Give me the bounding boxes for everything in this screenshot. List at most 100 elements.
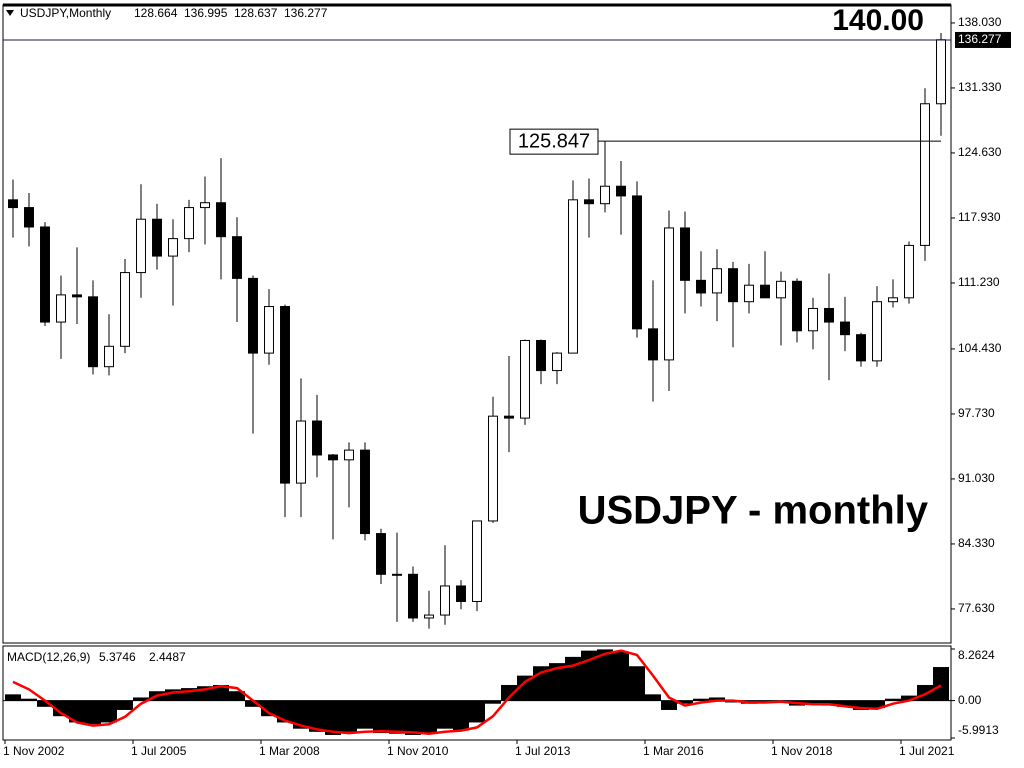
candle-body	[328, 454, 338, 461]
macd-bar	[853, 700, 869, 710]
y-tick-label: 131.330	[958, 80, 1002, 94]
price-tag	[955, 31, 1011, 48]
macd-y-tick-label: -5.9913	[958, 723, 999, 737]
candle-body	[200, 202, 210, 209]
candle-body	[696, 279, 706, 294]
macd-bar	[69, 700, 85, 723]
macd-bar	[37, 700, 53, 707]
candle-body	[920, 103, 930, 246]
x-tick-label: 1 Mar 2016	[643, 744, 704, 758]
macd-bar	[517, 675, 533, 701]
candle-body	[408, 573, 418, 619]
peak-label: 125.847	[518, 130, 590, 152]
candle-body	[216, 202, 226, 238]
macd-bar	[581, 650, 597, 701]
x-tick-label: 1 Jul 2013	[515, 744, 571, 758]
macd-bar	[613, 651, 629, 701]
candle-body	[664, 227, 674, 361]
candle-body	[264, 306, 274, 354]
macd-bar	[805, 700, 821, 705]
macd-bar	[453, 700, 469, 731]
macd-bar	[485, 700, 501, 704]
candle-body	[520, 339, 530, 419]
watermark: USDJPY - monthly	[578, 489, 929, 533]
macd-bar	[165, 689, 181, 701]
level-label: 140.00	[832, 4, 924, 37]
macd-y-tick-label: 0.00	[958, 693, 982, 707]
x-tick-label: 1 Nov 2018	[771, 744, 833, 758]
macd-bar	[293, 700, 309, 729]
quote-low: 128.637	[234, 6, 278, 20]
candle-body	[296, 420, 306, 484]
candle-body	[728, 268, 738, 303]
peak-box	[509, 128, 599, 155]
candle-body	[280, 306, 290, 484]
macd-bar	[661, 700, 677, 710]
y-tick-label: 117.930	[958, 210, 1001, 224]
candle-body	[40, 226, 50, 323]
macd-bar	[405, 700, 421, 735]
candle-body	[648, 328, 658, 361]
candle-body	[424, 614, 434, 619]
y-tick-label: 124.630	[958, 145, 1002, 159]
macd-bar	[261, 700, 277, 717]
candle-body	[312, 420, 322, 456]
candle-body	[776, 280, 786, 299]
candle-body	[632, 195, 642, 330]
x-tick-label: 1 Nov 2010	[387, 744, 449, 758]
macd-bar	[693, 698, 709, 701]
macd-bar	[117, 700, 133, 710]
macd-bar	[277, 700, 293, 723]
candle-body	[344, 449, 354, 461]
candle-body	[248, 277, 258, 354]
symbol-title: USDJPY,Monthly	[20, 6, 111, 20]
candle-body	[616, 185, 626, 197]
macd-bar	[565, 656, 581, 701]
macd-title: MACD(12,26,9)	[7, 650, 90, 664]
candle-body	[360, 449, 370, 535]
macd-bar	[357, 700, 373, 729]
macd-bar	[5, 694, 21, 701]
macd-bar	[901, 695, 917, 701]
macd-bar	[309, 700, 325, 732]
y-tick-label: 77.630	[958, 601, 995, 615]
x-tick-label: 1 Mar 2008	[259, 744, 320, 758]
candle-body	[872, 301, 882, 362]
macd-bar	[677, 700, 693, 704]
candle-body	[232, 236, 242, 279]
candle-body	[488, 415, 498, 522]
macd-bar	[421, 700, 437, 734]
macd-bar	[837, 700, 853, 707]
x-tick-label: 1 Jul 2005	[131, 744, 187, 758]
macd-main-value: 5.3746	[99, 650, 136, 664]
macd-bar	[101, 700, 117, 723]
y-tick-label: 138.030	[958, 15, 1002, 29]
macd-pane	[2, 645, 952, 741]
candle-body	[856, 334, 866, 362]
candle-body	[104, 345, 114, 368]
macd-bar	[597, 649, 613, 701]
candle-body	[392, 573, 402, 576]
candle-body	[168, 238, 178, 257]
candle-body	[88, 296, 98, 368]
macd-y-tick-label: 8.2624	[958, 648, 995, 662]
menu-arrow[interactable]	[6, 10, 14, 16]
macd-bar	[917, 684, 933, 701]
candle-body	[936, 39, 946, 105]
macd-bar	[869, 700, 885, 709]
candle-body	[152, 218, 162, 257]
candle-body	[808, 307, 818, 332]
y-tick-label: 91.030	[958, 471, 995, 485]
macd-bar	[709, 697, 725, 701]
candle-body	[72, 294, 82, 298]
y-tick-label: 111.230	[958, 275, 1000, 289]
candle-body	[744, 284, 754, 303]
macd-bar	[437, 700, 453, 729]
macd-bar	[133, 697, 149, 701]
y-tick-label: 97.730	[958, 406, 995, 420]
macd-bar	[85, 700, 101, 725]
y-tick-label: 104.430	[958, 341, 1002, 355]
